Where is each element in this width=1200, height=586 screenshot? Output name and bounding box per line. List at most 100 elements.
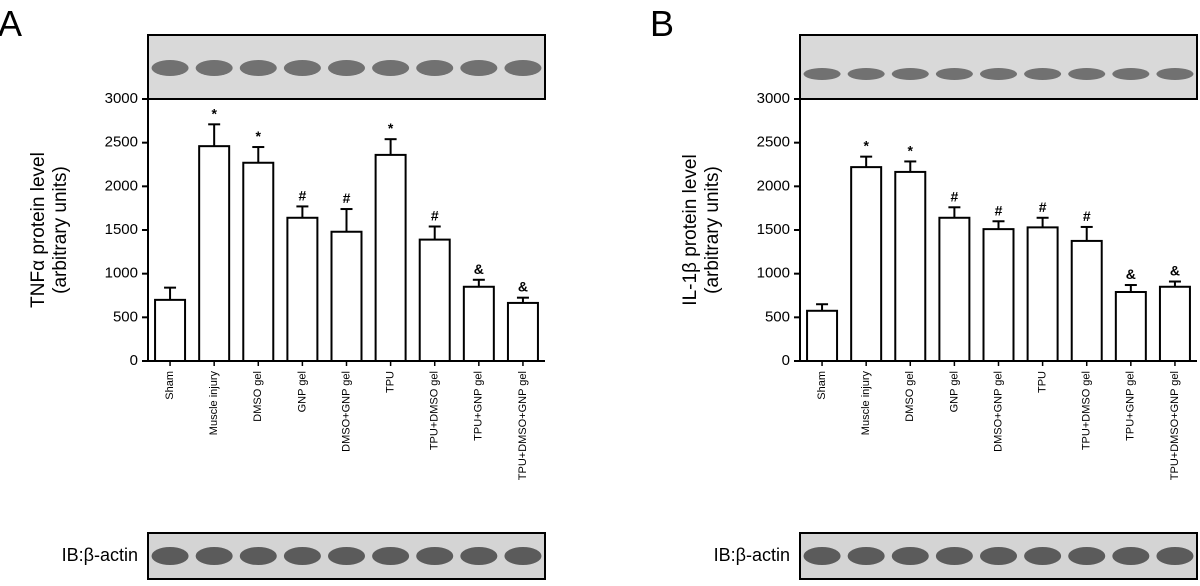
- blot-band: [1112, 547, 1150, 565]
- blot-band: [1024, 547, 1062, 565]
- significance-mark: *: [863, 138, 869, 154]
- blot-band: [460, 547, 498, 565]
- blot-band: [979, 547, 1018, 565]
- blot-band: [504, 547, 542, 565]
- x-tick-label: TPU+DMSO+GNP gel: [517, 371, 529, 480]
- blot-band: [151, 547, 189, 565]
- significance-mark: #: [1083, 208, 1091, 224]
- blot-band: [1024, 68, 1062, 80]
- x-tick-label: GNP gel: [296, 371, 308, 412]
- y-tick-label: 2500: [105, 134, 138, 151]
- x-tick-label: DMSO gel: [904, 371, 916, 422]
- y-axis-label: TNFα protein level(arbitrary units): [28, 152, 71, 308]
- blot-top: [799, 34, 1198, 100]
- bar: [1026, 226, 1059, 362]
- bar: [894, 170, 927, 362]
- bar: [154, 298, 187, 363]
- y-tick-label: 2000: [105, 177, 138, 194]
- y-axis-label-line: TNFα protein level: [28, 152, 49, 308]
- blot-label: IB:β-actin: [62, 545, 138, 565]
- blot-band: [283, 60, 321, 76]
- bar: [938, 216, 971, 362]
- y-axis-label: IL-1β protein level(arbitrary units): [680, 154, 723, 305]
- significance-mark: &: [1170, 263, 1180, 279]
- x-tick-label: TPU+DMSO gel: [429, 371, 441, 450]
- significance-mark: *: [256, 128, 262, 144]
- blot-band: [151, 60, 189, 76]
- significance-mark: *: [908, 142, 914, 158]
- blot-band: [935, 547, 973, 565]
- significance-mark: &: [1126, 266, 1136, 282]
- x-tick-label: DMSO gel: [252, 371, 264, 422]
- x-tick-label: Muscle injury: [208, 371, 220, 436]
- blot-band: [1068, 547, 1106, 565]
- bar: [1114, 291, 1147, 362]
- blot-band: [327, 60, 366, 76]
- blot-band: [239, 547, 277, 565]
- significance-mark: &: [518, 279, 528, 295]
- blot-band: [935, 68, 973, 80]
- blot-band: [979, 68, 1018, 80]
- y-axis-label-line: (arbitrary units): [50, 166, 71, 294]
- bar: [286, 216, 319, 362]
- blot-band: [460, 60, 498, 76]
- y-axis-label-line: IL-1β protein level: [680, 154, 701, 305]
- y-tick-label: 2000: [757, 177, 790, 194]
- blot-band: [283, 547, 321, 565]
- blot-band: [847, 547, 885, 565]
- blot-band: [803, 547, 841, 565]
- bar: [806, 309, 839, 362]
- x-tick-label: DMSO+GNP gel: [340, 371, 352, 452]
- bar: [1070, 239, 1103, 363]
- y-tick-label: 3000: [105, 90, 138, 107]
- x-tick-label: Sham: [816, 371, 828, 400]
- y-tick-label: 1500: [757, 221, 790, 238]
- y-tick-label: 2500: [757, 134, 790, 151]
- x-tick-label: TPU+GNP gel: [1125, 371, 1137, 441]
- bar: [198, 145, 231, 362]
- y-tick-label: 0: [782, 352, 790, 369]
- x-tick-label: TPU+DMSO+GNP gel: [1169, 371, 1181, 480]
- blot-band: [372, 547, 410, 565]
- blot-band: [416, 547, 454, 565]
- blot-band: [195, 547, 233, 565]
- blot-band: [372, 60, 410, 76]
- x-tick-label: TPU+GNP gel: [473, 371, 485, 441]
- y-tick-label: 500: [113, 308, 138, 325]
- bar: [850, 166, 883, 362]
- blot-band: [1156, 547, 1194, 565]
- blot-band: [504, 60, 542, 76]
- blot-band: [1068, 68, 1106, 80]
- blot-band: [891, 547, 929, 565]
- significance-mark: #: [1039, 199, 1047, 215]
- significance-mark: #: [995, 202, 1003, 218]
- bar: [506, 301, 539, 363]
- bar: [374, 153, 407, 362]
- y-tick-label: 1000: [105, 265, 138, 282]
- x-tick-label: Sham: [164, 371, 176, 400]
- bar: [418, 238, 451, 363]
- significance-mark: #: [298, 187, 306, 203]
- y-tick-label: 0: [130, 352, 138, 369]
- bar: [242, 161, 275, 362]
- bar: [982, 228, 1015, 362]
- bar: [462, 285, 495, 362]
- x-tick-label: TPU: [1037, 371, 1049, 393]
- significance-mark: #: [431, 208, 439, 224]
- blot-band: [416, 60, 454, 76]
- blot-band: [1112, 68, 1150, 80]
- significance-mark: #: [950, 188, 958, 204]
- y-axis-label-line: (arbitrary units): [702, 166, 723, 294]
- blot-band: [1156, 68, 1194, 80]
- y-tick-label: 1500: [105, 221, 138, 238]
- x-tick-label: Muscle injury: [860, 371, 872, 436]
- significance-mark: *: [388, 120, 394, 136]
- y-tick-label: 3000: [757, 90, 790, 107]
- x-tick-label: TPU: [385, 371, 397, 393]
- significance-mark: #: [343, 190, 351, 206]
- panel-label: B: [650, 3, 674, 44]
- blot-label: IB:β-actin: [714, 545, 790, 565]
- y-tick-label: 1000: [757, 265, 790, 282]
- significance-mark: &: [474, 261, 484, 277]
